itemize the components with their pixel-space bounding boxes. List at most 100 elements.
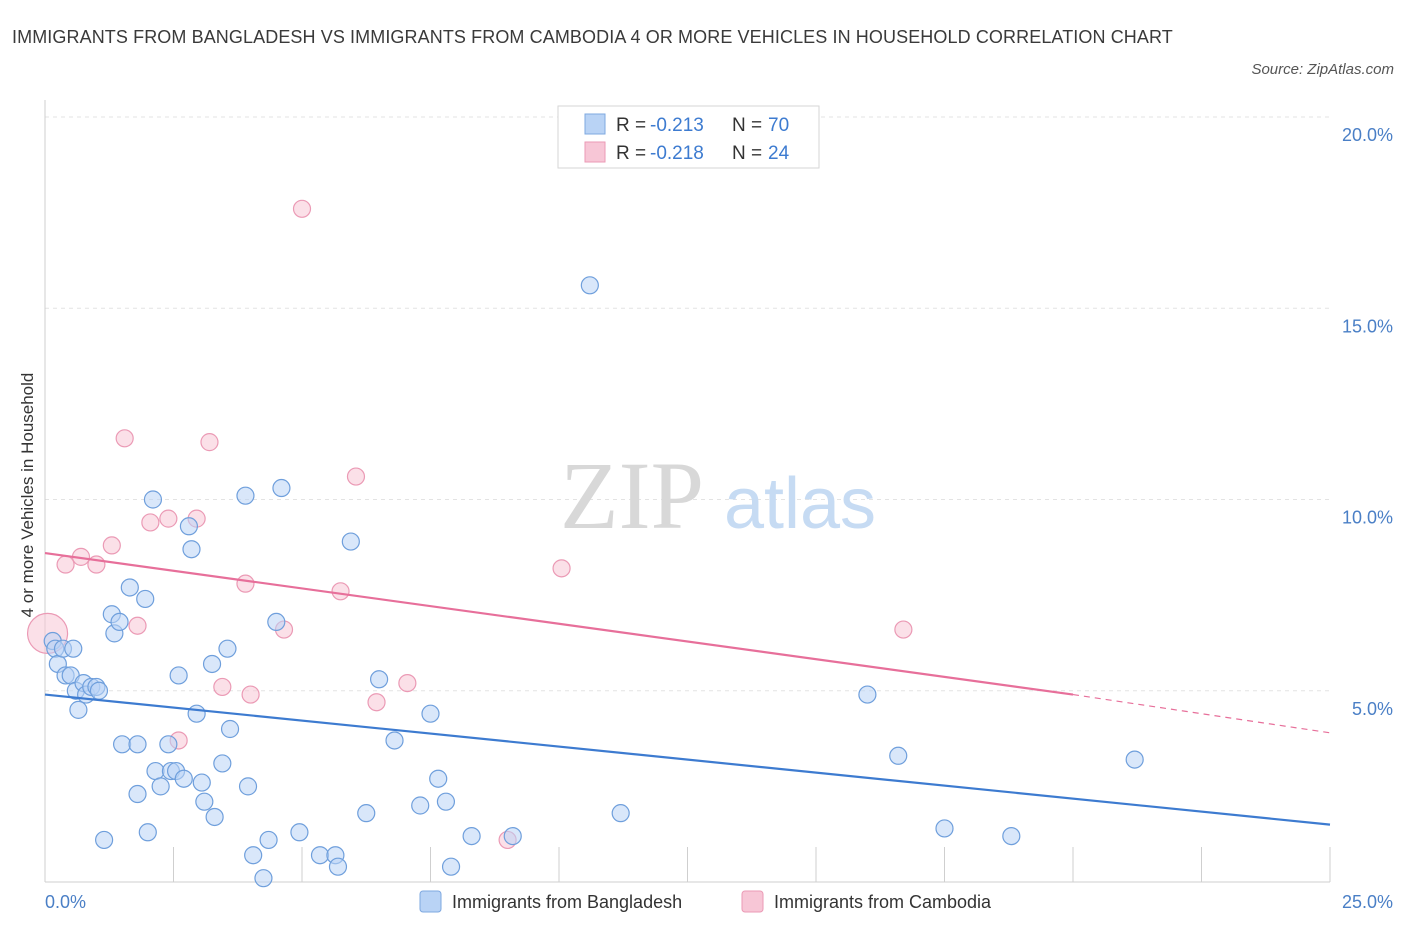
point-cambodia — [128, 616, 147, 635]
point-bangladesh — [580, 276, 599, 295]
point-bangladesh — [385, 731, 404, 750]
chart-title: IMMIGRANTS FROM BANGLADESH VS IMMIGRANTS… — [12, 27, 1173, 47]
point-bangladesh — [182, 540, 201, 559]
legend-swatch-bangladesh — [584, 113, 606, 135]
legend-r-label-1: R = — [616, 115, 646, 136]
point-bangladesh — [310, 846, 330, 865]
point-bangladesh — [436, 792, 456, 811]
point-cambodia — [141, 513, 160, 532]
bottom-legend-swatch-cambodia — [741, 890, 764, 913]
trend-lines — [44, 551, 1331, 826]
point-bangladesh — [218, 639, 237, 658]
y-tick-label: 5.0% — [1352, 699, 1393, 719]
point-bangladesh — [202, 654, 222, 674]
trend-line-bangladesh — [44, 693, 1331, 826]
bottom-legend-swatch-bangladesh — [419, 890, 442, 913]
legend-swatch-cambodia — [584, 141, 606, 163]
point-bangladesh — [462, 826, 481, 846]
point-cambodia — [331, 582, 350, 601]
legend-n-value-1: 70 — [768, 115, 789, 136]
point-cambodia — [213, 677, 232, 697]
watermark-atlas: atlas — [724, 464, 876, 544]
x-tick-max: 25.0% — [1342, 892, 1393, 912]
point-bangladesh — [421, 704, 440, 723]
point-bangladesh — [179, 517, 199, 536]
point-bangladesh — [236, 486, 255, 505]
legend-r-label-2: R = — [616, 143, 646, 164]
point-cambodia — [56, 555, 75, 574]
point-bangladesh — [95, 830, 114, 850]
correlation-legend: R = -0.213 N = 70 R = -0.218 N = 24 — [557, 105, 820, 169]
point-bangladesh — [1125, 750, 1144, 769]
point-bangladesh — [69, 700, 88, 719]
point-cambodia — [398, 673, 417, 693]
point-bangladesh — [143, 490, 163, 509]
point-cambodia — [236, 574, 255, 593]
point-bangladesh — [254, 869, 273, 888]
point-bangladesh — [151, 777, 170, 796]
point-bangladesh — [244, 846, 263, 865]
point-bangladesh — [192, 773, 211, 792]
point-cambodia — [367, 693, 386, 712]
point-cambodia — [292, 199, 312, 218]
point-bangladesh — [290, 823, 309, 842]
point-cambodia — [200, 433, 219, 452]
series-cambodia-points — [26, 199, 913, 850]
legend-n-value-2: 24 — [768, 143, 790, 164]
point-bangladesh — [429, 769, 448, 788]
point-bangladesh — [935, 819, 954, 838]
point-bangladesh — [89, 681, 109, 700]
watermark-zip: ZIP — [560, 442, 704, 549]
point-bangladesh — [136, 589, 155, 609]
point-bangladesh — [174, 769, 193, 788]
bottom-legend-label-bangladesh: Immigrants from Bangladesh — [452, 892, 682, 912]
point-cambodia — [159, 509, 178, 528]
point-bangladesh — [159, 735, 178, 754]
point-bangladesh — [138, 823, 157, 842]
point-bangladesh — [272, 478, 291, 498]
grid — [45, 116, 1330, 692]
legend-n-label-2: N = — [732, 143, 762, 164]
point-cambodia — [552, 559, 571, 578]
point-bangladesh — [128, 735, 147, 754]
source-label: Source: ZipAtlas.com — [1251, 61, 1394, 78]
point-bangladesh — [503, 826, 522, 846]
legend-n-label-1: N = — [732, 115, 762, 136]
legend-r-value-1: -0.213 — [650, 115, 704, 136]
point-cambodia — [346, 467, 366, 486]
point-bangladesh — [213, 754, 232, 773]
point-cambodia — [115, 429, 134, 448]
y-tick-label: 10.0% — [1342, 508, 1393, 528]
point-bangladesh — [128, 784, 147, 804]
point-cambodia — [894, 620, 913, 639]
point-bangladesh — [411, 796, 430, 815]
point-bangladesh — [187, 704, 206, 723]
bottom-legend-label-cambodia: Immigrants from Cambodia — [774, 892, 992, 912]
point-bangladesh — [441, 857, 461, 876]
point-cambodia — [102, 536, 121, 555]
point-bangladesh — [110, 612, 129, 632]
y-axis-label: 4 or more Vehicles in Household — [18, 373, 37, 618]
point-bangladesh — [267, 612, 286, 632]
series-bangladesh-points — [43, 276, 1144, 888]
point-bangladesh — [120, 578, 139, 597]
point-bangladesh — [146, 761, 165, 781]
y-tick-labels: 5.0% 10.0% 15.0% 20.0% — [1342, 125, 1393, 719]
x-tick-min: 0.0% — [45, 892, 86, 912]
y-tick-label: 20.0% — [1342, 125, 1393, 145]
trend-line-cambodia-extension — [1072, 693, 1331, 734]
y-tick-label: 15.0% — [1342, 316, 1393, 336]
series-legend: Immigrants from Bangladesh Immigrants fr… — [419, 890, 992, 913]
point-bangladesh — [195, 792, 214, 811]
point-bangladesh — [64, 639, 83, 658]
point-bangladesh — [220, 719, 240, 739]
point-bangladesh — [259, 830, 278, 850]
point-bangladesh — [341, 532, 360, 551]
point-bangladesh — [328, 857, 348, 876]
watermark: ZIP atlas — [560, 442, 876, 549]
point-bangladesh — [1002, 826, 1021, 846]
point-bangladesh — [611, 804, 630, 823]
point-bangladesh — [169, 666, 188, 685]
point-bangladesh — [370, 670, 389, 689]
